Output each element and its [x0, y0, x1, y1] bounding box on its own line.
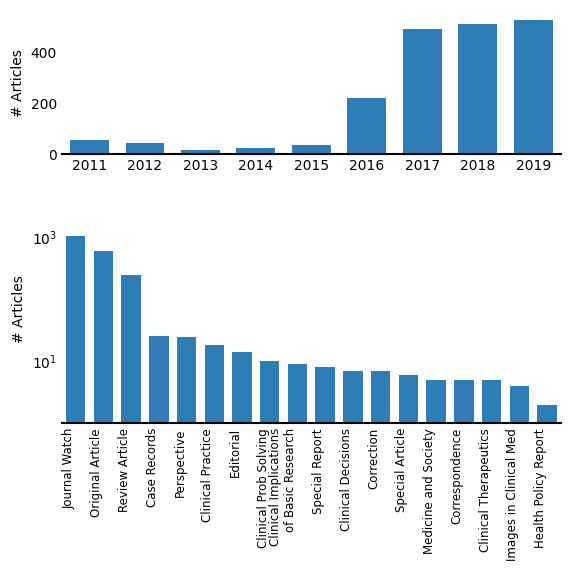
- Bar: [510, 386, 529, 572]
- Bar: [316, 367, 335, 572]
- Bar: [399, 375, 418, 572]
- Bar: [66, 236, 85, 572]
- Y-axis label: # Articles: # Articles: [12, 275, 26, 343]
- Bar: [205, 345, 224, 572]
- Bar: [121, 275, 141, 572]
- Bar: [371, 371, 390, 572]
- Bar: [482, 380, 501, 572]
- Bar: [347, 98, 386, 154]
- Bar: [537, 404, 557, 572]
- Bar: [426, 380, 446, 572]
- Y-axis label: # Articles: # Articles: [11, 49, 25, 117]
- Bar: [288, 364, 307, 572]
- Bar: [260, 361, 280, 572]
- Bar: [514, 20, 553, 154]
- Bar: [292, 145, 331, 154]
- Bar: [236, 148, 275, 154]
- Bar: [458, 24, 497, 154]
- Bar: [70, 140, 109, 154]
- Bar: [232, 352, 252, 572]
- Bar: [94, 251, 113, 572]
- Bar: [177, 336, 196, 572]
- Bar: [181, 150, 220, 154]
- Bar: [403, 29, 442, 154]
- Bar: [149, 336, 169, 572]
- Bar: [454, 380, 474, 572]
- Bar: [343, 371, 363, 572]
- Bar: [125, 143, 164, 154]
